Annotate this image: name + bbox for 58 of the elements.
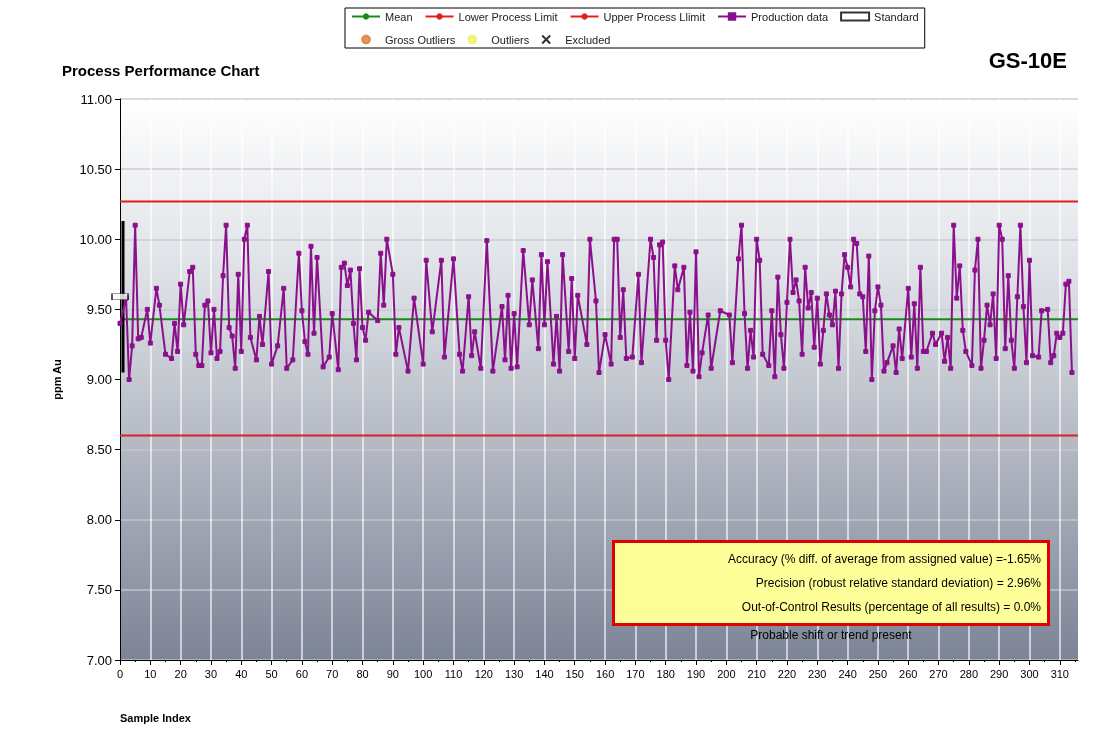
x-tick-label: 140	[535, 667, 554, 680]
x-tick-label: 40	[235, 667, 248, 680]
x-tick-label: 190	[686, 667, 706, 680]
annotation: Accuracy (% diff. of average from assigned value) =-1.65%	[727, 551, 1042, 568]
x-tick-label: 110	[444, 667, 463, 680]
y-tick-label: 10.50	[79, 161, 112, 177]
x-tick-label: 50	[265, 667, 278, 680]
y-tick-label: 7.50	[86, 582, 112, 598]
y-tick-label: 11.00	[80, 91, 112, 107]
x-tick-label: 230	[808, 667, 827, 680]
x-tick-label: 270	[929, 667, 948, 680]
legend-label: Excluded	[565, 33, 611, 46]
legend-label: Lower Process Limit	[458, 10, 558, 23]
x-axis-title: Sample Index	[120, 711, 192, 724]
x-tick-label: 300	[1020, 667, 1039, 680]
x-tick-label: 220	[777, 667, 797, 680]
legend-label: Outliers	[491, 33, 530, 46]
y-tick-label: 8.00	[86, 512, 112, 528]
x-tick-label: 100	[413, 667, 433, 680]
x-tick-label: 290	[990, 667, 1009, 680]
y-tick-label: 9.00	[86, 372, 112, 387]
x-tick-label: 30	[204, 667, 218, 680]
x-tick-label: 80	[356, 667, 369, 680]
chart-title: Process Performance Chart	[62, 62, 260, 79]
y-tick-label: 7.00	[86, 652, 112, 668]
legend-label: Standard	[874, 10, 919, 23]
x-tick-label: 210	[747, 667, 766, 680]
legend-label: Upper Process Llimit	[603, 10, 706, 23]
x-tick-label: 20	[174, 667, 187, 680]
x-tick-label: 150	[565, 667, 584, 680]
legend-label: Gross Outliers	[385, 33, 456, 46]
legend-label: Mean	[385, 10, 413, 23]
y-tick-label: 9.50	[86, 301, 112, 317]
x-tick-label: 60	[295, 667, 309, 680]
x-tick-label: 70	[326, 667, 339, 680]
chart-subtitle: GS-10E	[988, 47, 1068, 73]
x-tick-label: 10	[144, 667, 157, 680]
x-tick-label: 90	[386, 667, 399, 680]
x-tick-label: 260	[899, 667, 918, 680]
y-tick-label: 10.00	[79, 231, 112, 247]
x-tick-label: 170	[626, 667, 645, 680]
x-tick-label: 0	[116, 667, 124, 680]
y-tick-label: 8.50	[86, 442, 112, 458]
x-tick-label: 310	[1050, 667, 1069, 680]
x-tick-label: 280	[959, 667, 979, 680]
x-tick-label: 130	[504, 667, 524, 680]
x-tick-label: 160	[595, 667, 615, 680]
legend-label: Production data	[751, 10, 829, 23]
x-tick-label: 240	[838, 667, 857, 680]
note-box: Accuracy (% diff. of average from assigned value) =-1.65% Precision (robust relative standard deviation) = 2.96% Out-of-Control Results (percentage of all results) = 0.0%	[612, 540, 1050, 626]
y-axis-title: ppm Au	[50, 359, 63, 400]
annotation: Probable shift or trend present	[749, 628, 913, 642]
x-tick-label: 200	[717, 667, 736, 680]
annotation: Precision (robust relative standard deviation) = 2.96%	[754, 575, 1042, 592]
x-tick-label: 120	[474, 667, 493, 680]
annotation: Out-of-Control Results (percentage of all results) = 0.0%	[740, 599, 1042, 616]
x-tick-label: 180	[656, 667, 675, 680]
x-tick-label: 250	[868, 667, 888, 680]
